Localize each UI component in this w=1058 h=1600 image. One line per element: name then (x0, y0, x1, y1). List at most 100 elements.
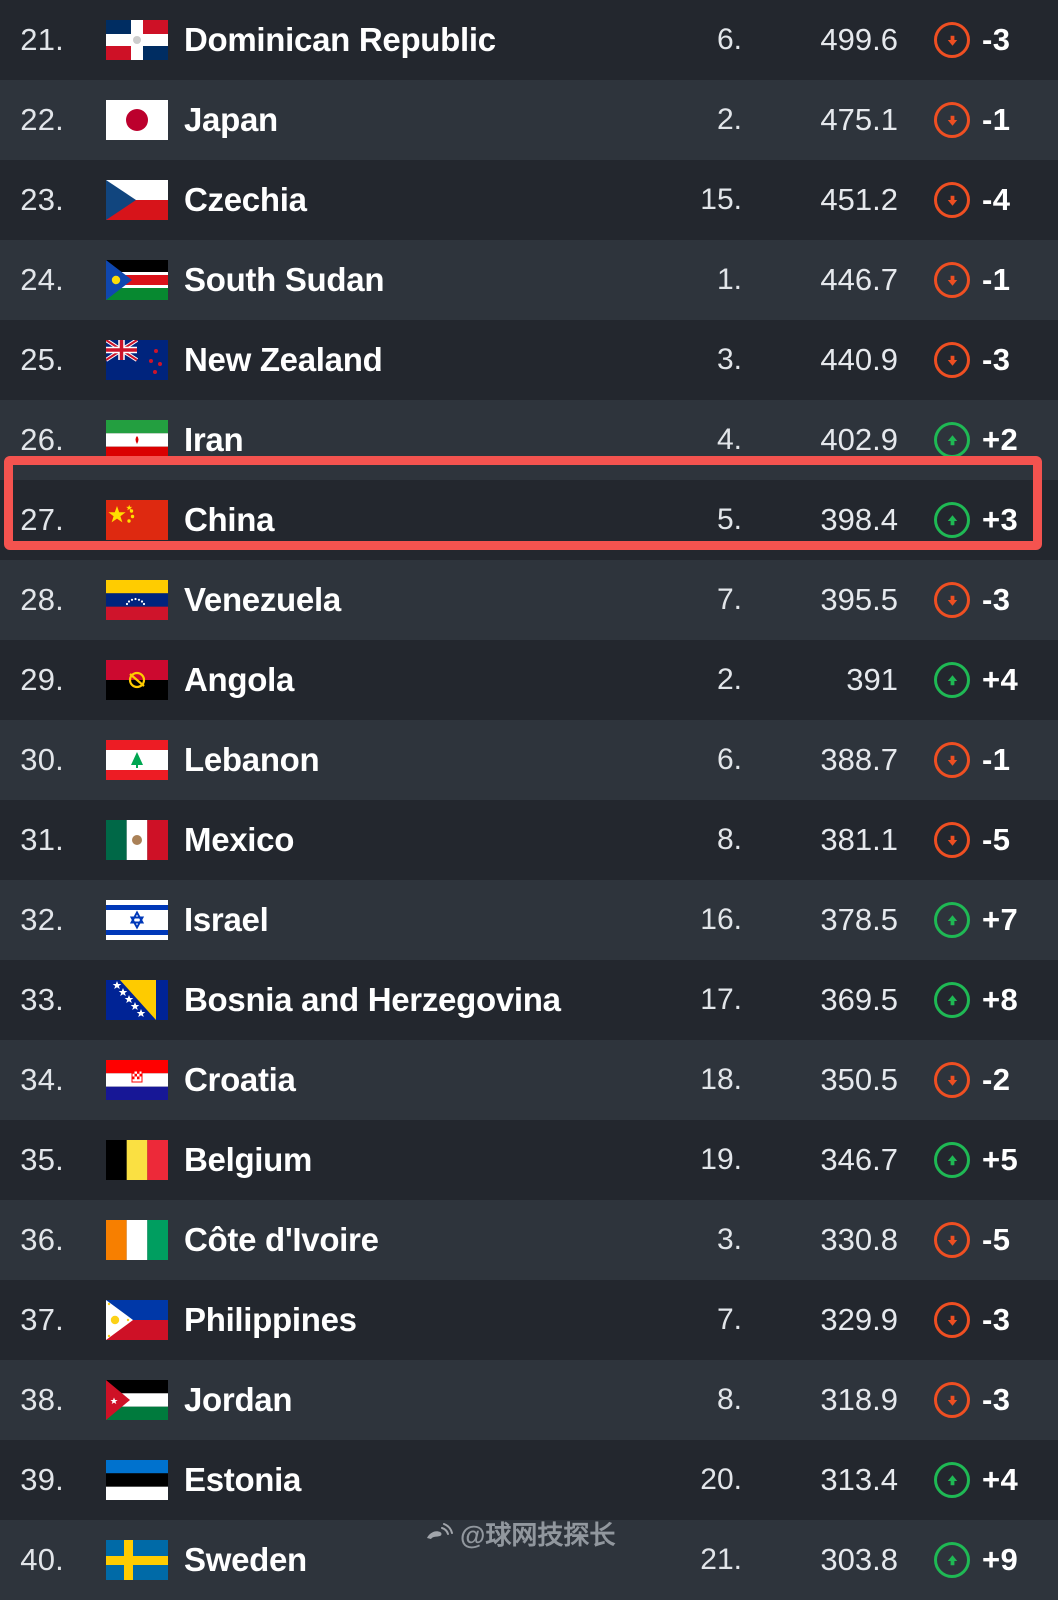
country-name: Belgium (184, 1141, 313, 1178)
rank-number: 32. (20, 902, 64, 937)
rank-change: +3 (920, 502, 1058, 538)
table-row[interactable]: 23. Czechia 15. 451.2 -4 (0, 160, 1058, 240)
arrow-down-icon (934, 262, 970, 298)
china-flag (106, 500, 168, 540)
country-name: Jordan (184, 1381, 293, 1418)
table-row[interactable]: 36. Côte d'Ivoire 3. 330.8 -5 (0, 1200, 1058, 1280)
table-row[interactable]: 26. Iran 4. 402.9 +2 (0, 400, 1058, 480)
rank-number: 40. (20, 1542, 64, 1577)
change-value: -5 (982, 822, 1011, 857)
country-name: Israel (184, 901, 269, 938)
table-row[interactable]: 25. New Zealand 3. 440.9 -3 (0, 320, 1058, 400)
confederation-rank: 4. (716, 423, 742, 456)
arrow-up-icon (934, 1142, 970, 1178)
table-row[interactable]: 21. Dominican Republic 6. 499.6 -3 (0, 0, 1058, 80)
belgium-flag (106, 1140, 168, 1180)
change-value: +3 (982, 502, 1019, 537)
mexico-flag (106, 820, 168, 860)
points-value: 318.9 (820, 1382, 898, 1417)
country-name: South Sudan (184, 261, 385, 298)
table-row[interactable]: 27. China 5. 398.4 +3 (0, 480, 1058, 560)
country-name: China (184, 501, 275, 538)
rank-number: 21. (20, 22, 64, 57)
table-row[interactable]: 37. Philippines 7. 329.9 -3 (0, 1280, 1058, 1360)
rank-change: -3 (920, 582, 1058, 618)
points-value: 313.4 (820, 1462, 898, 1497)
confederation-rank: 7. (716, 1303, 742, 1336)
table-row[interactable]: 28. Venezuela 7. 395.5 -3 (0, 560, 1058, 640)
rank-number: 33. (20, 982, 64, 1017)
dominican-republic-flag (106, 20, 168, 60)
change-value: -2 (982, 1062, 1011, 1097)
table-row[interactable]: 30. Lebanon 6. 388.7 -1 (0, 720, 1058, 800)
rank-change: +8 (920, 982, 1058, 1018)
table-row[interactable]: 39. Estonia 20. 313.4 +4 (0, 1440, 1058, 1520)
change-value: -3 (982, 342, 1011, 377)
country-name: Sweden (184, 1541, 307, 1578)
change-value: -1 (982, 742, 1011, 777)
rank-number: 24. (20, 262, 64, 297)
confederation-rank: 3. (716, 343, 742, 376)
cote-divoire-flag (106, 1220, 168, 1260)
rank-change: -1 (920, 742, 1058, 778)
country-name: Mexico (184, 821, 295, 858)
confederation-rank: 8. (716, 823, 742, 856)
change-value: +9 (982, 1542, 1019, 1577)
rank-number: 39. (20, 1462, 64, 1497)
arrow-down-icon (934, 1062, 970, 1098)
table-row[interactable]: 40. Sweden 21. 303.8 +9 (0, 1520, 1058, 1600)
arrow-down-icon (934, 822, 970, 858)
rank-change: -2 (920, 1062, 1058, 1098)
arrow-up-icon (934, 422, 970, 458)
change-value: +8 (982, 982, 1019, 1017)
points-value: 350.5 (820, 1062, 898, 1097)
rank-number: 28. (20, 582, 64, 617)
country-name: Czechia (184, 181, 307, 218)
arrow-down-icon (934, 1302, 970, 1338)
confederation-rank: 1. (716, 263, 742, 296)
points-value: 391 (846, 662, 898, 697)
change-value: -1 (982, 102, 1011, 137)
arrow-down-icon (934, 742, 970, 778)
points-value: 330.8 (820, 1222, 898, 1257)
points-value: 451.2 (820, 182, 898, 217)
confederation-rank: 17. (700, 983, 742, 1016)
table-row[interactable]: 22. Japan 2. 475.1 -1 (0, 80, 1058, 160)
table-row[interactable]: 33. Bosnia and Herzegovina 17. 369.5 +8 (0, 960, 1058, 1040)
table-row[interactable]: 31. Mexico 8. 381.1 -5 (0, 800, 1058, 880)
rank-number: 25. (20, 342, 64, 377)
croatia-flag (106, 1060, 168, 1100)
change-value: -4 (982, 182, 1011, 217)
rank-change: +7 (920, 902, 1058, 938)
rank-change: -3 (920, 342, 1058, 378)
table-row[interactable]: 38. Jordan 8. 318.9 -3 (0, 1360, 1058, 1440)
jordan-flag (106, 1380, 168, 1420)
points-value: 446.7 (820, 262, 898, 297)
table-row[interactable]: 32. Israel 16. 378.5 +7 (0, 880, 1058, 960)
confederation-rank: 2. (716, 663, 742, 696)
lebanon-flag (106, 740, 168, 780)
table-row[interactable]: 24. South Sudan 1. 446.7 -1 (0, 240, 1058, 320)
rank-change: -5 (920, 822, 1058, 858)
estonia-flag (106, 1460, 168, 1500)
country-name: Dominican Republic (184, 21, 496, 58)
table-row[interactable]: 29. Angola 2. 391 +4 (0, 640, 1058, 720)
change-value: +7 (982, 902, 1019, 937)
confederation-rank: 15. (700, 183, 742, 216)
arrow-up-icon (934, 1542, 970, 1578)
rank-change: -3 (920, 22, 1058, 58)
confederation-rank: 8. (716, 1383, 742, 1416)
arrow-up-icon (934, 982, 970, 1018)
table-row[interactable]: 34. Croatia 18. 350.5 -2 (0, 1040, 1058, 1120)
south-sudan-flag (106, 260, 168, 300)
points-value: 395.5 (820, 582, 898, 617)
points-value: 440.9 (820, 342, 898, 377)
country-name: Philippines (184, 1301, 357, 1338)
rank-number: 31. (20, 822, 64, 857)
change-value: +4 (982, 1462, 1019, 1497)
points-value: 402.9 (820, 422, 898, 457)
country-name: Lebanon (184, 741, 320, 778)
table-row[interactable]: 35. Belgium 19. 346.7 +5 (0, 1120, 1058, 1200)
rank-change: -5 (920, 1222, 1058, 1258)
